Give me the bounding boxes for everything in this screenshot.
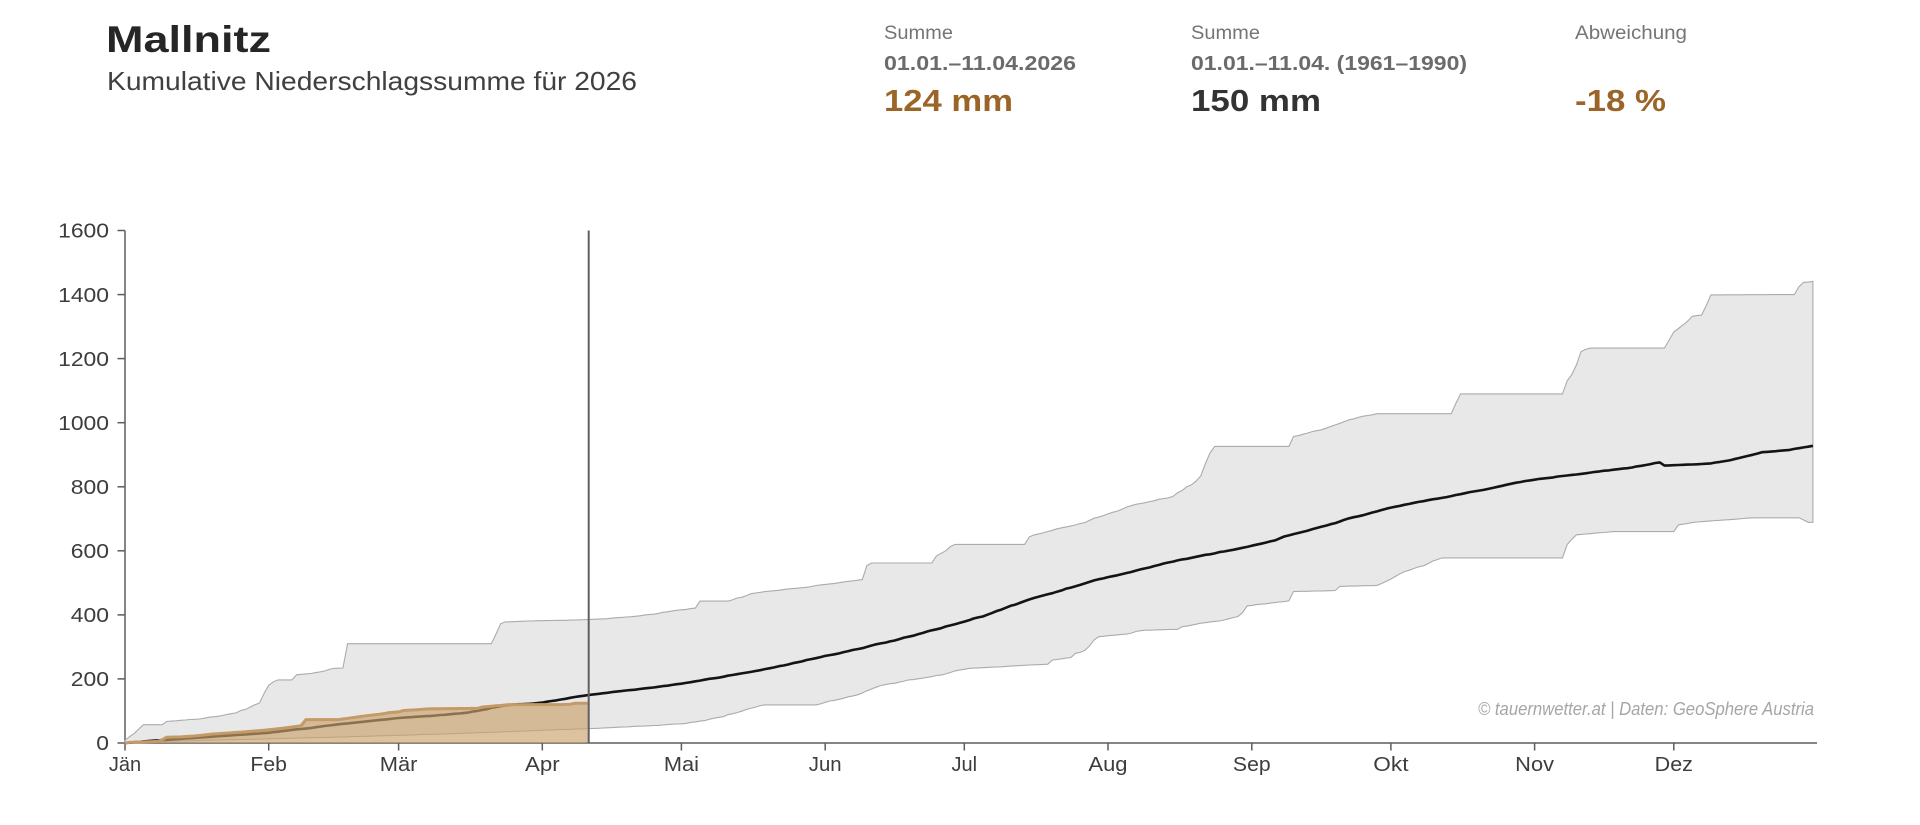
svg-text:400: 400 — [71, 605, 109, 627]
svg-text:Jul: Jul — [952, 754, 978, 776]
svg-text:1200: 1200 — [58, 349, 109, 371]
svg-text:Dez: Dez — [1655, 754, 1693, 776]
svg-text:Mallnitz: Mallnitz — [106, 19, 271, 60]
svg-text:Feb: Feb — [250, 754, 287, 776]
svg-text:Sep: Sep — [1233, 754, 1271, 776]
svg-text:Nov: Nov — [1515, 754, 1554, 776]
svg-text:150 mm: 150 mm — [1191, 83, 1321, 118]
svg-text:600: 600 — [71, 541, 109, 563]
svg-text:200: 200 — [71, 669, 109, 691]
svg-text:800: 800 — [71, 477, 109, 499]
svg-text:0: 0 — [96, 733, 109, 755]
svg-text:-18 %: -18 % — [1575, 83, 1666, 118]
svg-text:01.01.–11.04. (1961–1990): 01.01.–11.04. (1961–1990) — [1191, 53, 1467, 75]
svg-text:Mär: Mär — [380, 754, 418, 776]
svg-text:Jun: Jun — [809, 754, 842, 776]
svg-text:Jän: Jän — [109, 754, 141, 776]
svg-text:Aug: Aug — [1088, 754, 1127, 776]
svg-text:124 mm: 124 mm — [884, 83, 1013, 118]
svg-text:© tauernwetter.at | Daten: Geo: © tauernwetter.at | Daten: GeoSphere Aus… — [1478, 699, 1814, 719]
svg-text:01.01.–11.04.2026: 01.01.–11.04.2026 — [884, 53, 1076, 75]
svg-text:Okt: Okt — [1373, 754, 1409, 776]
svg-text:1400: 1400 — [58, 285, 109, 307]
svg-text:Apr: Apr — [525, 754, 560, 776]
svg-text:Summe: Summe — [1191, 23, 1260, 44]
svg-text:Kumulative Niederschlagssumme: Kumulative Niederschlagssumme für 2026 — [107, 66, 637, 96]
svg-text:1000: 1000 — [58, 413, 109, 435]
svg-text:1600: 1600 — [58, 221, 109, 243]
svg-text:Summe: Summe — [884, 23, 953, 44]
svg-text:Abweichung: Abweichung — [1575, 23, 1687, 44]
svg-text:Mai: Mai — [664, 754, 699, 776]
